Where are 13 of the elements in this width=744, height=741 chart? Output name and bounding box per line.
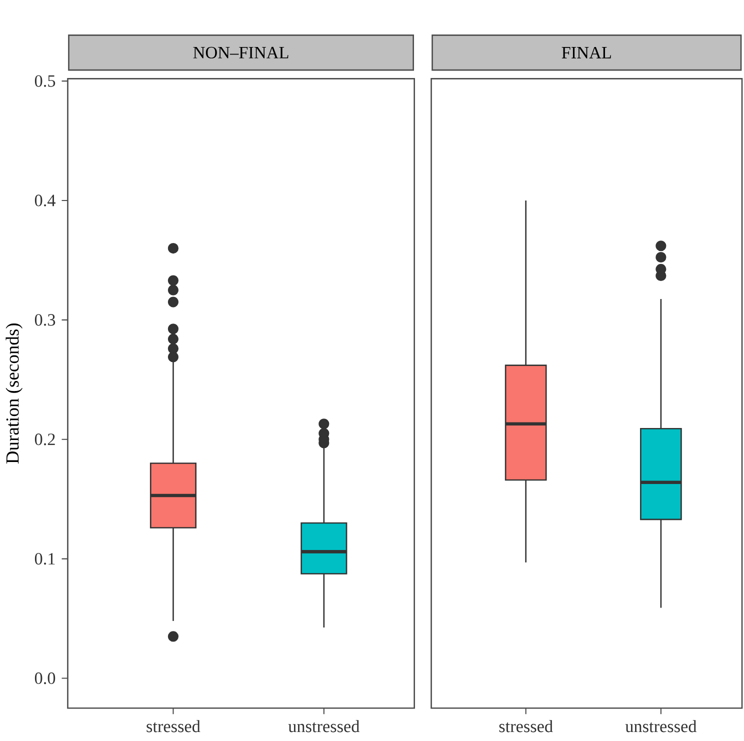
- y-tick-label: 0.4: [34, 194, 56, 206]
- y-tick-label: 0.2: [34, 434, 55, 446]
- y-tick-label: 0.0: [34, 672, 56, 684]
- chart-title: NON–FINAL: [193, 46, 288, 58]
- x-tick-label: unstressed: [288, 720, 360, 732]
- y-axis-title: Duration (seconds): [6, 324, 23, 464]
- y-tick-label: 0.3: [34, 314, 56, 326]
- chart-title: FINAL: [562, 46, 611, 58]
- y-tick-label: 0.1: [34, 552, 55, 565]
- x-tick-label: stressed: [499, 720, 553, 732]
- y-tick-label: 0.5: [34, 75, 56, 87]
- x-tick-label: stressed: [146, 720, 200, 732]
- x-tick-label: unstressed: [625, 720, 697, 732]
